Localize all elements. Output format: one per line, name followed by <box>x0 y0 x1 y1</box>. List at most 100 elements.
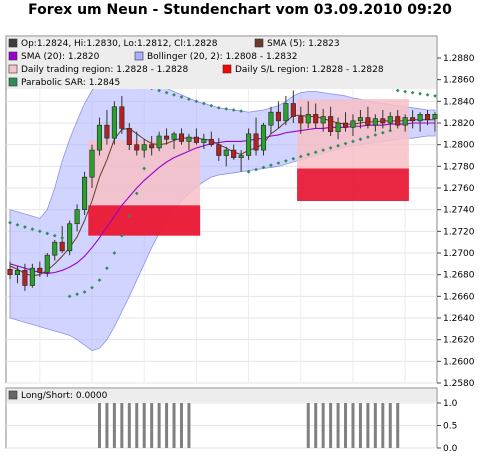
long-short-bar <box>157 403 161 448</box>
candle-body <box>283 103 289 122</box>
sar-dot <box>269 163 273 168</box>
candle-body <box>365 117 371 126</box>
long-short-bar <box>120 403 124 448</box>
candle-body <box>275 111 281 122</box>
candle-body <box>193 136 199 143</box>
candle-body <box>59 241 65 252</box>
sar-dot <box>97 278 102 282</box>
legend-label-ohlc: Op:1.2824, Hi:1.2830, Lo:1.2812, Cl:1.28… <box>21 39 218 49</box>
daily-sl-region <box>88 205 201 236</box>
sub-legend-swatch <box>8 390 18 400</box>
long-short-bar <box>381 403 385 448</box>
long-short-bar <box>150 403 154 448</box>
legend-swatch-sma20 <box>8 51 18 61</box>
candle-body <box>253 133 259 151</box>
sar-dot <box>284 159 288 163</box>
candle-body <box>82 176 88 210</box>
candle-body <box>290 103 296 117</box>
legend-label-sma20: SMA (20): 1.2820 <box>21 52 100 62</box>
sar-dot <box>179 95 184 99</box>
y-tick-label: 1.2620 <box>443 336 475 346</box>
long-short-bar <box>358 403 362 448</box>
long-short-bar <box>306 403 310 448</box>
candle-body <box>208 138 214 145</box>
legend-swatch-sar <box>8 77 18 87</box>
candle-body <box>119 106 125 129</box>
y-tick-label: 1.2700 <box>443 249 475 259</box>
candle-body <box>380 118 386 124</box>
long-short-bar <box>105 403 109 448</box>
sub-legend-label: Long/Short: 0.0000 <box>21 391 108 401</box>
legend-box <box>7 37 436 89</box>
candle-body <box>22 270 28 286</box>
sar-dot <box>52 233 57 238</box>
sar-dot <box>291 156 296 161</box>
candle-body <box>96 124 103 151</box>
candle-body <box>238 155 244 158</box>
candle-body <box>104 124 110 139</box>
candle-body <box>260 124 267 151</box>
long-short-bar <box>165 403 169 448</box>
sar-dot <box>202 101 206 106</box>
daily-sl-region <box>297 168 409 201</box>
sar-dot <box>321 148 325 152</box>
sar-dot <box>172 92 176 97</box>
long-short-bar <box>366 403 370 448</box>
sar-dot <box>380 130 385 135</box>
sar-dot <box>366 135 370 139</box>
candle-body <box>402 117 408 126</box>
sar-dot <box>410 90 415 95</box>
y-tick-label: 1.2880 <box>443 54 475 64</box>
sar-dot <box>358 137 363 142</box>
long-short-bar <box>351 403 355 448</box>
candle-body <box>231 149 237 158</box>
long-short-bar <box>179 403 183 448</box>
candle-body <box>164 135 170 140</box>
y-tick-label: 1.2660 <box>443 292 475 302</box>
sar-dot <box>134 191 139 196</box>
sub-y-tick-label: 0.5 <box>443 422 457 432</box>
long-short-bar <box>127 403 131 448</box>
chart-title: Forex um Neun - Stundenchart vom 03.09.2… <box>28 2 452 18</box>
y-tick-label: 1.2640 <box>443 314 475 324</box>
legend-label-sar: Parabolic SAR: 1.2845 <box>21 78 120 88</box>
sar-dot <box>388 128 393 133</box>
legend-label-daily_region: Daily trading region: 1.2828 - 1.2828 <box>21 65 188 75</box>
sar-dot <box>425 92 430 97</box>
candle-body <box>7 268 13 275</box>
long-short-bar <box>135 403 139 448</box>
candle-body <box>357 117 363 122</box>
long-short-panel: 1.0 0.5 0.0 Long/Short: 0.0000 <box>5 387 458 454</box>
sar-dot <box>328 146 333 150</box>
sar-dot <box>8 220 12 225</box>
sar-dot <box>403 89 408 94</box>
candle-body <box>156 135 162 149</box>
sar-dot <box>23 225 27 229</box>
long-short-bar <box>396 403 400 448</box>
long-short-bar <box>172 403 176 448</box>
sar-dot <box>239 109 243 113</box>
legend-label-sma5: SMA (5): 1.2823 <box>267 39 340 49</box>
sar-dot <box>127 214 132 219</box>
sma5-line <box>9 114 435 277</box>
y-tick-label: 1.2800 <box>443 141 475 151</box>
sar-dot <box>276 161 281 165</box>
candle-body <box>298 116 304 124</box>
sar-dot <box>351 139 355 144</box>
sar-dot <box>142 166 147 171</box>
sar-dot <box>373 133 378 137</box>
sub-legend-box <box>7 389 436 402</box>
sar-dot <box>82 290 87 294</box>
sar-dot <box>261 165 266 170</box>
candle-body <box>74 209 80 225</box>
long-short-bar <box>388 403 392 448</box>
sar-dot <box>67 294 72 299</box>
candle-body <box>89 149 95 178</box>
legend-swatch-sma5 <box>254 38 264 48</box>
candle-body <box>126 128 132 145</box>
y-tick-label: 1.2820 <box>443 119 475 129</box>
sub-y-tick-label: 1.0 <box>443 399 458 409</box>
candle-body <box>425 114 431 121</box>
sar-dot <box>336 143 340 148</box>
